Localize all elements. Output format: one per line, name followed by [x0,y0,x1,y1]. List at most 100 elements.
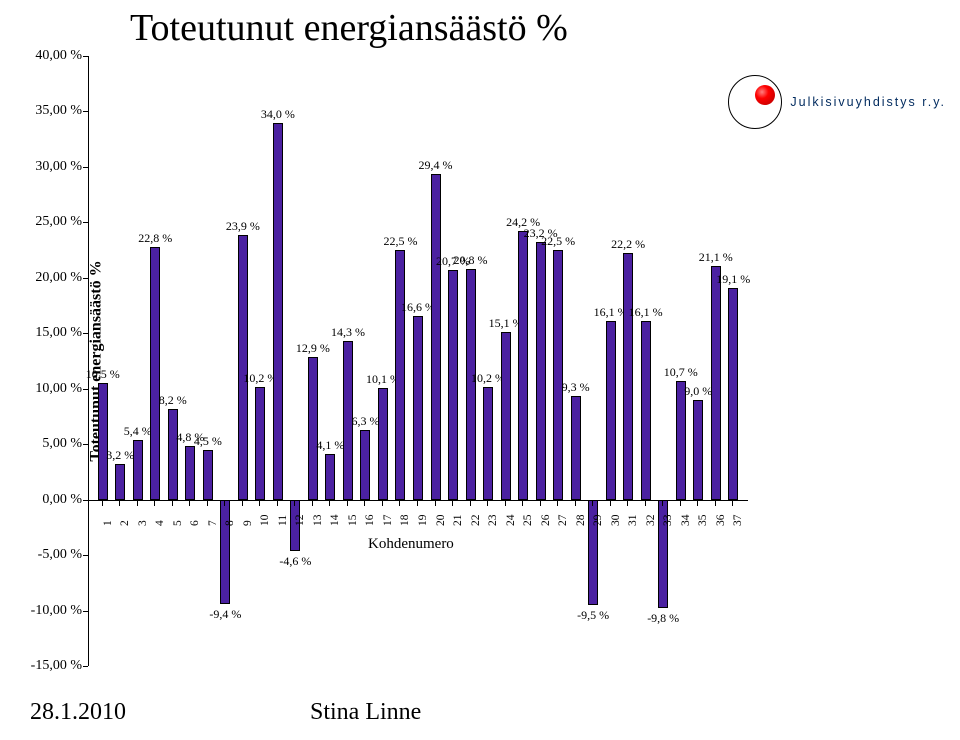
x-tick-label: 26 [540,514,552,526]
bar-slot: 23,2 %26 [534,56,548,666]
chart-area: Toteutunut energiansäästö % -15,00 %-10,… [0,56,760,666]
footer-author: Stina Linne [310,699,421,726]
y-tick-mark [83,611,88,612]
bar-slot: 20,7 %21 [446,56,460,666]
x-tick-mark [522,501,523,506]
bar-slot: 20,8 %22 [464,56,478,666]
chart-bar [711,266,721,500]
x-tick-label: 6 [189,520,201,526]
chart-bar [273,123,283,500]
chart-bar [238,235,248,500]
bar-slot: 10,5 %1 [96,56,110,666]
x-tick-mark [645,501,646,506]
x-axis-title: Kohdenumero [368,536,454,553]
x-tick-mark [715,501,716,506]
bar-slot: 9,3 %28 [569,56,583,666]
x-tick-mark [364,501,365,506]
x-tick-label: 8 [224,520,236,526]
y-tick-mark [83,278,88,279]
x-tick-label: 9 [242,520,254,526]
chart-bar [431,174,441,500]
x-tick-label: 31 [627,514,639,526]
chart-bar [203,450,213,500]
bar-slot: 4,8 %6 [183,56,197,666]
bar-slot: 22,5 %27 [551,56,565,666]
chart-bar [606,321,616,500]
x-tick-label: 5 [172,520,184,526]
x-tick-mark [189,501,190,506]
bar-slot: 6,3 %16 [358,56,372,666]
x-tick-label: 4 [154,520,166,526]
chart-bar [571,396,581,499]
chart-bar [553,250,563,500]
x-tick-label: 35 [697,514,709,526]
chart-bar [133,440,143,500]
x-tick-label: 3 [137,520,149,526]
y-tick-mark [83,111,88,112]
bar-slot: 4,5 %7 [201,56,215,666]
chart-bar [501,332,511,499]
chart-bar [641,321,651,500]
x-tick-mark [102,501,103,506]
chart-bar [378,388,388,500]
bar-slot: 16,6 %19 [411,56,425,666]
bar-slot: 22,5 %18 [393,56,407,666]
bar-slot: -9,5 %29 [586,56,600,666]
x-tick-label: 20 [435,514,447,526]
bar-slot: 21,1 %36 [709,56,723,666]
x-tick-label: 25 [522,514,534,526]
y-tick-label: -5,00 % [38,547,82,563]
bar-slot: 23,9 %9 [236,56,250,666]
bar-slot: 4,1 %14 [323,56,337,666]
x-tick-label: 22 [470,514,482,526]
bar-value-label: 19,1 % [716,272,750,287]
logo: Julkisivuyhdistys r.y. [728,75,946,129]
x-tick-mark [312,501,313,506]
bar-slot: 22,8 %4 [148,56,162,666]
bar-slot: 10,1 %17 [376,56,390,666]
y-tick-label: 15,00 % [35,325,82,341]
x-tick-label: 29 [592,514,604,526]
chart-bar [623,253,633,499]
bar-slot: 15,1 %24 [499,56,513,666]
y-tick-mark [83,222,88,223]
x-tick-label: 11 [277,515,289,526]
x-tick-mark [470,501,471,506]
x-tick-label: 37 [732,514,744,526]
x-tick-label: 17 [382,514,394,526]
y-tick-label: 10,00 % [35,381,82,397]
chart-bar [115,464,125,499]
bar-slot: -9,4 %8 [218,56,232,666]
x-tick-label: 15 [347,514,359,526]
x-tick-mark [435,501,436,506]
bar-slot: 8,2 %5 [166,56,180,666]
chart-bar [483,387,493,500]
bar-slot: 12,9 %13 [306,56,320,666]
x-tick-label: 24 [505,514,517,526]
logo-text: Julkisivuyhdistys r.y. [790,95,946,109]
bar-slot: 14,3 %15 [341,56,355,666]
chart-bar [448,270,458,500]
x-tick-label: 34 [680,514,692,526]
bar-slot: -4,6 %12 [288,56,302,666]
y-tick-mark [83,555,88,556]
chart-bar [325,454,335,499]
x-tick-mark [575,501,576,506]
y-tick-label: -15,00 % [31,658,82,674]
x-tick-label: 27 [557,514,569,526]
plot-area: -15,00 %-10,00 %-5,00 %0,00 %5,00 %10,00… [88,56,748,666]
bar-slot: 10,7 %34 [674,56,688,666]
x-tick-mark [399,501,400,506]
x-tick-label: 7 [207,520,219,526]
x-tick-mark [697,501,698,506]
chart-bar [150,247,160,500]
chart-bar [220,500,230,604]
x-tick-mark [119,501,120,506]
x-tick-mark [137,501,138,506]
x-tick-label: 33 [662,514,674,526]
x-tick-mark [382,501,383,506]
x-tick-label: 1 [102,520,114,526]
bar-slot: 16,1 %32 [639,56,653,666]
chart-bar [693,400,703,500]
chart-bar [185,446,195,499]
